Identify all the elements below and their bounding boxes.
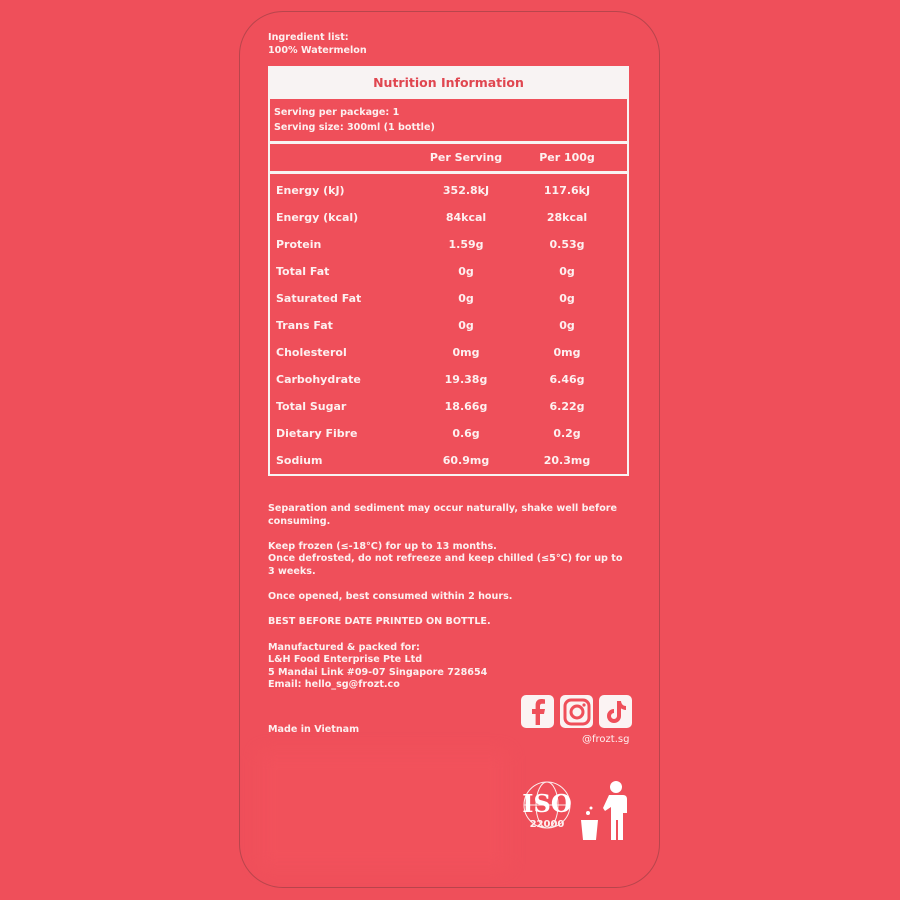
per-serving-value: 60.9mg [442, 454, 490, 467]
per-serving-value: 352.8kJ [442, 184, 490, 197]
nutrition-rows: Energy (kJ) 352.8kJ 117.6kJ Energy (kcal) 84… [270, 174, 627, 474]
nutrition-row: Carbohydrate 19.38g 6.46g [270, 366, 627, 393]
serving-size: Serving size: 300ml (1 bottle) [274, 122, 435, 133]
ingredients: Ingredient list: 100% Watermelon [268, 32, 367, 57]
nutrient-name: Total Fat [276, 265, 330, 278]
per-serving-value: 0g [458, 265, 474, 278]
col-per-100g: Per 100g [539, 151, 595, 164]
nutrition-row: Saturated Fat 0g 0g [270, 285, 627, 312]
iso-badge: ISO 22000 [515, 780, 579, 842]
nutrient-name: Dietary Fibre [276, 427, 358, 440]
per-100g-value: 28kcal [546, 211, 588, 224]
per-serving-value: 0mg [452, 346, 480, 359]
per-100g-value: 0mg [553, 346, 581, 359]
per-100g-value: 117.6kJ [543, 184, 591, 197]
nutrition-row: Sodium 60.9mg 20.3mg [270, 447, 627, 474]
nutrient-name: Total Sugar [276, 400, 347, 413]
instagram-icon [560, 695, 593, 728]
globe-icon [523, 781, 571, 829]
per-100g-value: 0.53g [549, 238, 585, 251]
col-per-serving: Per Serving [429, 151, 503, 164]
per-serving-value: 1.59g [448, 238, 484, 251]
nutrient-name: Trans Fat [276, 319, 333, 332]
note-defrosted: Once defrosted, do not refreeze and keep… [268, 553, 623, 577]
tidy-man-icon [581, 781, 627, 840]
per-100g-value: 20.3mg [543, 454, 591, 467]
nutrition-row: Dietary Fibre 0.6g 0.2g [270, 420, 627, 447]
note-frozen: Keep frozen (≤-18°C) for up to 13 months… [268, 540, 497, 552]
ingredients-label: Ingredient list: [268, 32, 349, 43]
iso-number: 22000 [529, 819, 565, 830]
nutrient-name: Energy (kcal) [276, 211, 359, 224]
manufacturer-email: Email: hello_sg@frozt.co [268, 679, 400, 691]
nutrition-row: Trans Fat 0g 0g [270, 312, 627, 339]
nutrition-row: Energy (kJ) 352.8kJ 117.6kJ [270, 177, 627, 204]
serving-per-package: Serving per package: 1 [274, 107, 400, 118]
manufacturer-address: 5 Mandai Link #09-07 Singapore 728654 [268, 666, 488, 678]
per-100g-value: 6.22g [549, 400, 585, 413]
serving-info: Serving per package: 1 Serving size: 300… [270, 99, 627, 141]
iso-text: ISO [522, 789, 572, 818]
nutrient-name: Cholesterol [276, 346, 347, 359]
per-serving-value: 0g [458, 292, 474, 305]
nutrition-row: Cholesterol 0mg 0mg [270, 339, 627, 366]
per-100g-value: 0g [559, 319, 575, 332]
per-100g-value: 0.2g [553, 427, 581, 440]
tiktok-icon [599, 695, 632, 728]
per-serving-value: 18.66g [444, 400, 488, 413]
social-handle: @frozt.sg [582, 734, 630, 745]
note-separation: Separation and sediment may occur natura… [268, 503, 618, 527]
nutrition-table: Nutrition Information Serving per packag… [268, 66, 629, 476]
per-serving-value: 0g [458, 319, 474, 332]
nutrition-title: Nutrition Information [373, 75, 524, 90]
nutrient-name: Protein [276, 238, 322, 251]
per-serving-value: 84kcal [445, 211, 487, 224]
blurred-area [258, 750, 508, 870]
column-header: Per Serving Per 100g [270, 144, 627, 171]
per-serving-value: 19.38g [444, 373, 488, 386]
nutrition-row: Total Sugar 18.66g 6.22g [270, 393, 627, 420]
nutrient-name: Saturated Fat [276, 292, 362, 305]
manufacturer-heading: Manufactured & packed for: [268, 641, 420, 653]
social-icons [521, 695, 632, 728]
nutrient-name: Energy (kJ) [276, 184, 345, 197]
note-opened: Once opened, best consumed within 2 hour… [268, 591, 513, 603]
nutrition-row: Protein 1.59g 0.53g [270, 231, 627, 258]
ingredients-value: 100% Watermelon [268, 44, 367, 56]
notes: Separation and sediment may occur natura… [268, 503, 628, 692]
nutrition-row: Energy (kcal) 84kcal 28kcal [270, 204, 627, 231]
note-best-before: BEST BEFORE DATE PRINTED ON BOTTLE. [268, 616, 491, 628]
per-serving-value: 0.6g [452, 427, 480, 440]
manufacturer-name: L&H Food Enterprise Pte Ltd [268, 654, 423, 666]
facebook-icon [521, 695, 554, 728]
nutrient-name: Carbohydrate [276, 373, 361, 386]
per-100g-value: 6.46g [549, 373, 585, 386]
per-100g-value: 0g [559, 265, 575, 278]
made-in: Made in Vietnam [268, 724, 360, 735]
per-100g-value: 0g [559, 292, 575, 305]
nutrient-name: Sodium [276, 454, 323, 467]
nutrition-row: Total Fat 0g 0g [270, 258, 627, 285]
